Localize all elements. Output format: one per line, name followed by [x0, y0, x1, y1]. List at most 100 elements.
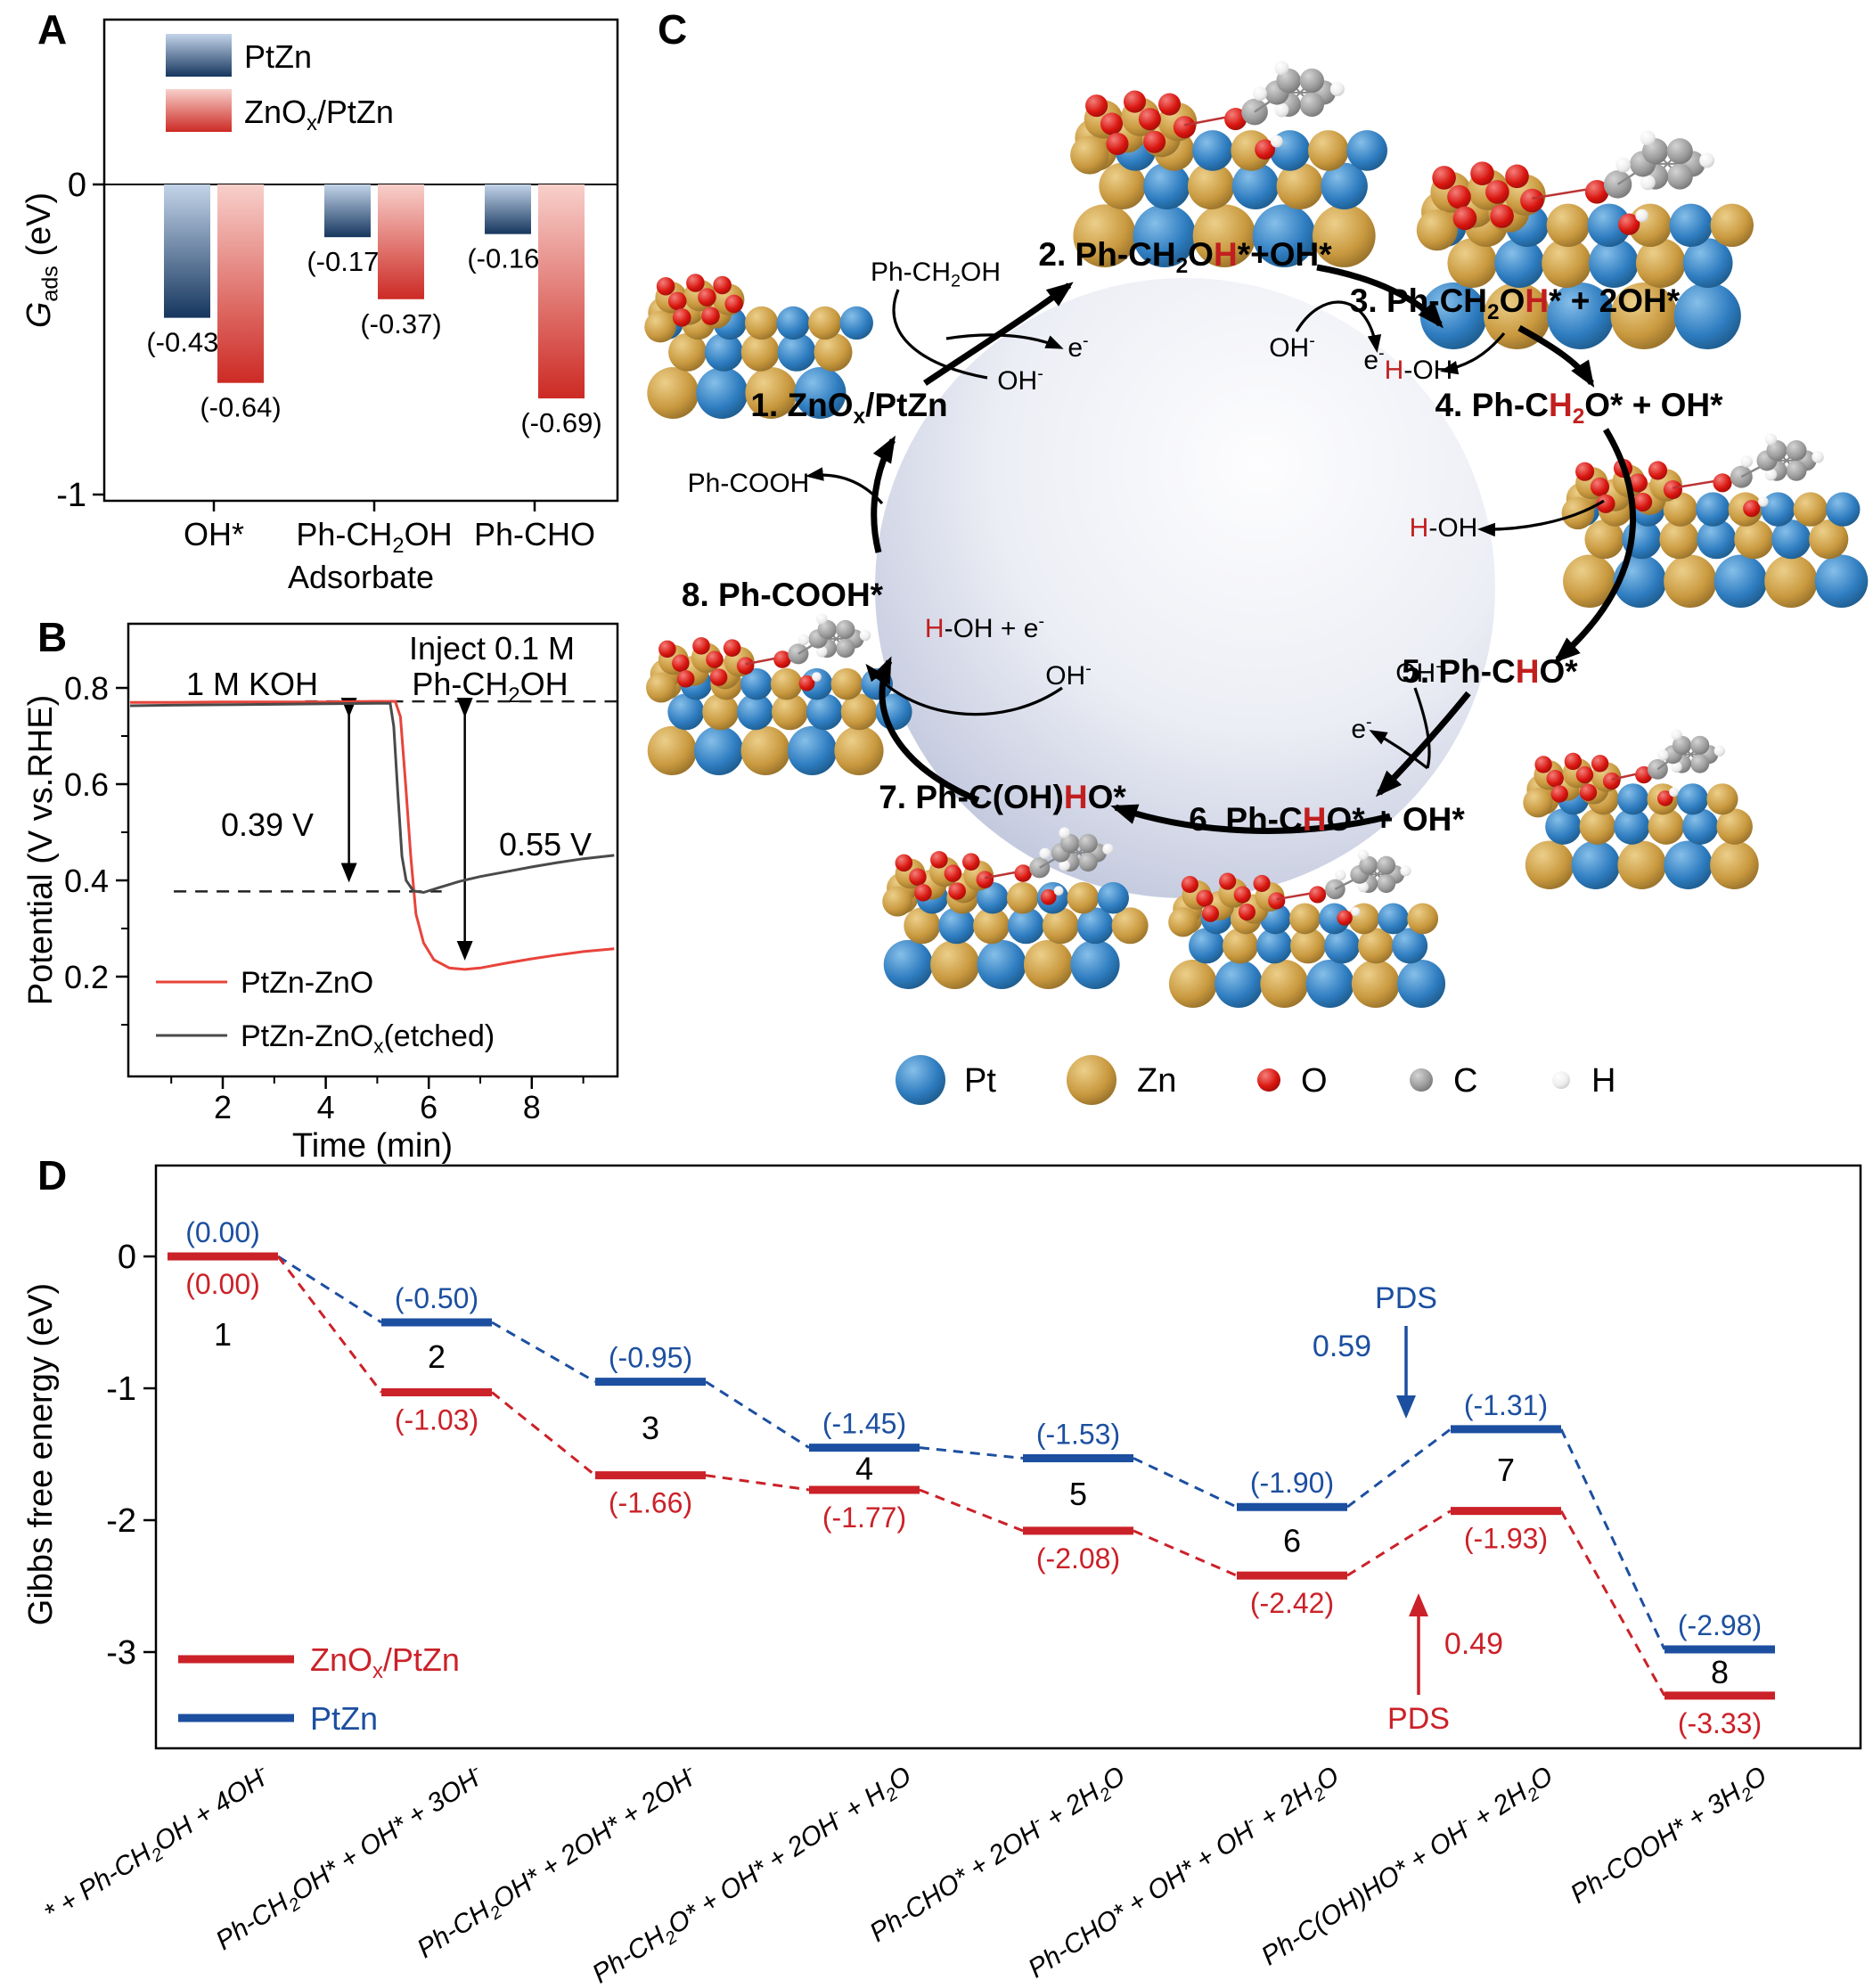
reagent-arrow-7	[1369, 730, 1428, 770]
reagent-arrow-5	[1477, 499, 1605, 537]
value-label-ptzn-5: (-1.53)	[1036, 1418, 1120, 1450]
connector-ZnO_x_PtZn	[276, 1256, 383, 1394]
connector-PtZn	[277, 1255, 382, 1324]
x-tick-label: 8	[523, 1089, 541, 1125]
annotation-inject-2: Ph-CH2OH	[412, 666, 568, 708]
reagent-label-8: OH-	[1395, 657, 1442, 688]
atom-legend-label: Pt	[964, 1062, 996, 1100]
plot-frame	[102, 18, 619, 503]
cycle-step-label-2: 2. Ph-CH2OH*+OH*	[1038, 236, 1332, 278]
panel-d-energy-diagram: 0 -1 -2 -3 Gibbs free energy (eV) (0.00) (0.00…	[22, 1164, 1862, 1988]
panel-b-line-chart: 0.8 0.6 0.4 0.2 2 4 6 8 Time (min) Potential (V v…	[22, 622, 619, 1165]
atom-legend-label: H	[1591, 1062, 1615, 1100]
value-label-znox-6: (-2.42)	[1250, 1587, 1334, 1619]
value-label-ptzn-2: (-0.50)	[395, 1282, 478, 1314]
state-number-5: 5	[1069, 1476, 1087, 1512]
value-label-ptzn-1: (0.00)	[185, 1216, 260, 1248]
connector-ZnO_x_PtZn	[919, 1488, 1024, 1533]
structure-image-step-1	[644, 274, 873, 420]
bar-value-label: (-0.43)	[146, 327, 227, 358]
legend-label: PtZn-ZnOx(etched)	[241, 1019, 495, 1057]
structure-image-step-4	[1561, 433, 1869, 608]
legend-item: ZnOx/PtZn	[166, 89, 394, 135]
connector-ZnO_x_PtZn	[1133, 1529, 1238, 1577]
cycle-step-label-8: 8. Ph-COOH*	[682, 577, 884, 613]
bar-ZnO_x_PtZn-0	[217, 184, 264, 383]
reagent-arrow-2	[945, 333, 1064, 349]
pds-value-znox: 0.49	[1444, 1627, 1503, 1661]
panel-label-a: A	[37, 6, 68, 53]
reagent-label-4: OH-	[1269, 331, 1315, 363]
bar-value-label: (-0.64)	[200, 392, 281, 423]
legend-label: ZnOx/PtZn	[310, 1641, 460, 1683]
y-tick-label: -3	[106, 1634, 136, 1672]
reagent-arrow-1	[892, 289, 988, 380]
legend-label: ZnOx/PtZn	[244, 94, 394, 135]
legend-item: PtZn	[166, 34, 312, 77]
cycle-step-label-5: 5. Ph-CHO*	[1402, 653, 1578, 690]
plot-frame	[154, 1164, 1862, 1750]
atom-legend-label: O	[1301, 1062, 1328, 1100]
bar-ZnO_x_PtZn-1	[378, 184, 424, 299]
connector-ZnO_x_PtZn	[705, 1474, 810, 1492]
y-axis-title: Gibbs free energy (eV)	[22, 1283, 60, 1625]
cycle-arrow-1	[923, 282, 1074, 386]
x-tick-label: 2	[214, 1089, 232, 1125]
cycle-step-label-3: 3. Ph-CH2OH* + 2OH*	[1350, 282, 1681, 324]
reagent-arrow-6	[1413, 687, 1431, 769]
value-label-ptzn-7: (-1.31)	[1464, 1389, 1548, 1421]
x-axis-title: Adsorbate	[288, 559, 434, 595]
reagent-label-2: OH-	[997, 364, 1043, 396]
x-category-label-8: Ph-COOH* + 3H2O	[1566, 1761, 1775, 1913]
atom-legend-label: Zn	[1137, 1062, 1176, 1100]
state-number-3: 3	[642, 1410, 659, 1446]
pds-value-ptzn: 0.59	[1313, 1329, 1371, 1363]
value-label-znox-1: (0.00)	[185, 1268, 260, 1300]
y-axis-title: Potential (V vs.RHE)	[22, 695, 60, 1005]
bar-value-label: (-0.17)	[307, 246, 388, 277]
value-label-znox-8: (-3.33)	[1678, 1707, 1762, 1739]
value-label-znox-7: (-1.93)	[1464, 1523, 1548, 1555]
panel-a-bar-chart: 0 -1 Gads (eV) (-0.43) (-0.64) OH* (-0.17) (-0.…	[20, 18, 619, 595]
annotation-electrolyte: 1 M KOH	[186, 666, 318, 702]
cycle-arrow-3	[1517, 324, 1595, 389]
atom-legend-item-O: O	[1257, 1062, 1328, 1100]
cycle-background-sphere	[875, 278, 1495, 898]
reagent-label-5: e-	[1363, 344, 1384, 375]
annotation-drop2: 0.55 V	[499, 826, 592, 863]
panel-label-d: D	[37, 1152, 68, 1199]
connector-ZnO_x_PtZn	[491, 1391, 596, 1477]
structure-image-step-7	[882, 827, 1149, 990]
state-number-2: 2	[428, 1338, 446, 1375]
atom-legend-item-C: C	[1410, 1062, 1477, 1100]
connector-ZnO_x_PtZn	[1346, 1509, 1452, 1577]
y-tick-label: 0	[68, 167, 86, 204]
structure-image-step-2	[1070, 61, 1387, 267]
connector-PtZn	[1559, 1428, 1666, 1650]
legend-item: PtZn-ZnO	[156, 966, 373, 1000]
value-label-znox-5: (-2.08)	[1036, 1542, 1120, 1575]
bar-PtZn-1	[324, 184, 371, 238]
connector-PtZn	[705, 1380, 810, 1449]
y-tick-label: -1	[56, 477, 86, 514]
legend-label: PtZn	[310, 1700, 378, 1737]
reagent-label-10: OH-	[1045, 659, 1092, 691]
cycle-arrow-8	[871, 435, 896, 553]
y-tick-label: -1	[106, 1370, 136, 1408]
state-number-4: 4	[855, 1450, 873, 1486]
cycle-step-label-4: 4. Ph-CH2O* + OH*	[1435, 387, 1723, 429]
structure-image-step-5	[1523, 729, 1759, 889]
pds-label-znox: PDS	[1387, 1702, 1450, 1736]
value-label-ptzn-4: (-1.45)	[822, 1408, 906, 1440]
bar-value-label: (-0.37)	[360, 308, 441, 340]
atom-legend-item-Pt: Pt	[896, 1055, 996, 1105]
cycle-step-label-6: 6. Ph-CHO* + OH*	[1189, 801, 1465, 838]
bar-ZnO_x_PtZn-2	[538, 184, 585, 399]
legend-item: PtZn	[178, 1700, 378, 1737]
x-category-label-1: * + Ph-CH2OH + 4OH-	[38, 1759, 278, 1932]
connector-ZnO_x_PtZn	[1559, 1509, 1666, 1697]
value-label-znox-4: (-1.77)	[822, 1501, 906, 1534]
reagent-label-1: Ph-CH2OH	[871, 258, 1001, 291]
state-number-6: 6	[1283, 1523, 1301, 1559]
